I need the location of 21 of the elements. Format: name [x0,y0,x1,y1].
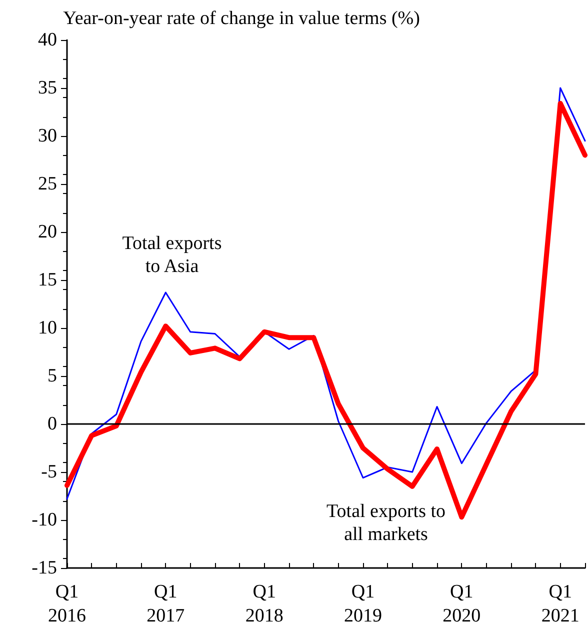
y-tick-label: -5 [41,462,57,482]
x-tick-label: Q1 2020 [442,582,481,626]
y-tick-label: 5 [48,366,57,386]
y-tick-label: 20 [38,222,57,242]
y-tick-label: 35 [38,78,57,98]
y-tick-label: -15 [32,558,57,578]
x-tick-label: Q1 2018 [245,582,284,626]
y-tick-label: 30 [38,126,57,146]
x-tick-label: Q1 2017 [146,582,185,626]
x-tick-label: Q1 2021 [541,582,580,626]
x-tick-label: Q1 2019 [344,582,382,626]
y-tick-label: 0 [48,414,57,434]
y-axis-title: Year-on-year rate of change in value terms (%) [63,8,420,29]
y-tick-label: 40 [38,30,57,50]
y-tick-label: 10 [38,318,57,338]
y-tick-label: 25 [38,174,57,194]
text: Total exports to Asia [122,233,222,277]
x-tick-label: Q1 2016 [48,582,86,626]
y-tick-label: -10 [32,510,57,530]
y-tick-label: 15 [38,270,57,290]
series-label: Total exports to all markets [326,501,446,545]
